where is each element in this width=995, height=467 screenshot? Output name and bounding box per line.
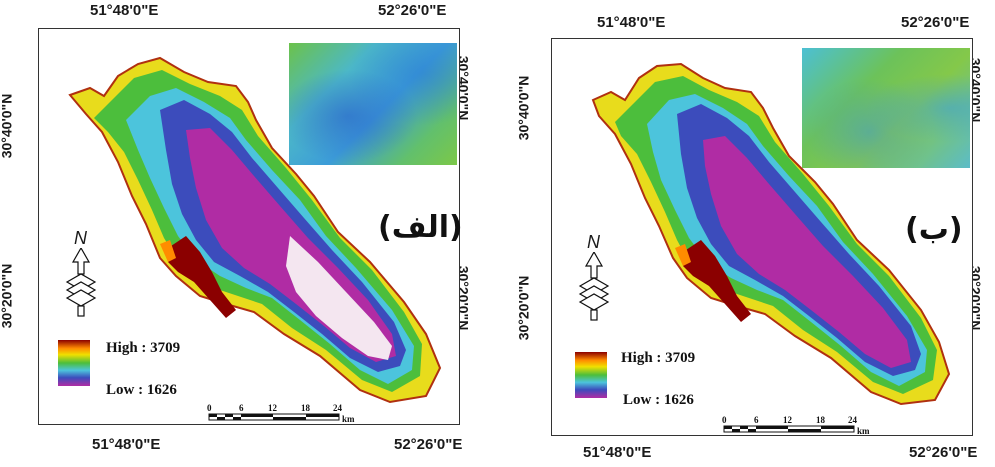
dem-map [68, 56, 442, 404]
coord-bottom-left: 51°48'0"E [583, 444, 652, 461]
scale-tick-18: 18 [301, 403, 311, 413]
north-arrow: N [64, 228, 98, 317]
legend-high: High : 3709 [106, 340, 181, 356]
scale-tick-12: 12 [783, 415, 793, 425]
scale-unit: km [857, 426, 870, 436]
coord-top-left: 51°48'0"E [597, 14, 666, 31]
panel-label-a: (الف) [378, 210, 463, 245]
coord-top-right: 52°26'0"E [901, 14, 970, 31]
legend-low: Low : 1626 [106, 382, 177, 398]
map-panel-a: 51°48'0"E 52°26'0"E 51°48'0"E 52°26'0"E … [0, 0, 497, 467]
raster-inset [289, 43, 457, 165]
scale-bar: 0 6 12 18 24 km [722, 415, 870, 436]
coord-top-right: 52°26'0"E [378, 2, 447, 19]
scale-tick-12: 12 [268, 403, 278, 413]
scale-tick-0: 0 [207, 403, 212, 413]
north-arrow: N [577, 232, 611, 321]
scale-tick-18: 18 [816, 415, 826, 425]
coord-top-left: 51°48'0"E [90, 2, 159, 19]
legend-low: Low : 1626 [623, 392, 694, 408]
north-label: N [587, 232, 600, 252]
legend-colorbar [58, 340, 90, 386]
map-panel-b: 51°48'0"E 52°26'0"E 51°48'0"E 52°26'0"E … [497, 0, 995, 467]
legend-high: High : 3709 [621, 350, 696, 366]
panel-label-b: (ب) [905, 212, 963, 247]
scale-tick-24: 24 [848, 415, 858, 425]
scale-unit: km [342, 414, 355, 424]
scale-bar: 0 6 12 18 24 km [207, 403, 355, 424]
scale-tick-6: 6 [754, 415, 759, 425]
coord-bottom-right: 52°26'0"E [394, 436, 463, 453]
legend-colorbar [575, 352, 607, 398]
scale-tick-6: 6 [239, 403, 244, 413]
raster-inset [802, 48, 970, 168]
coord-bottom-right: 52°26'0"E [909, 444, 978, 461]
scale-tick-24: 24 [333, 403, 343, 413]
dem-map [591, 62, 951, 406]
coord-bottom-left: 51°48'0"E [92, 436, 161, 453]
north-label: N [74, 228, 87, 248]
scale-tick-0: 0 [722, 415, 727, 425]
